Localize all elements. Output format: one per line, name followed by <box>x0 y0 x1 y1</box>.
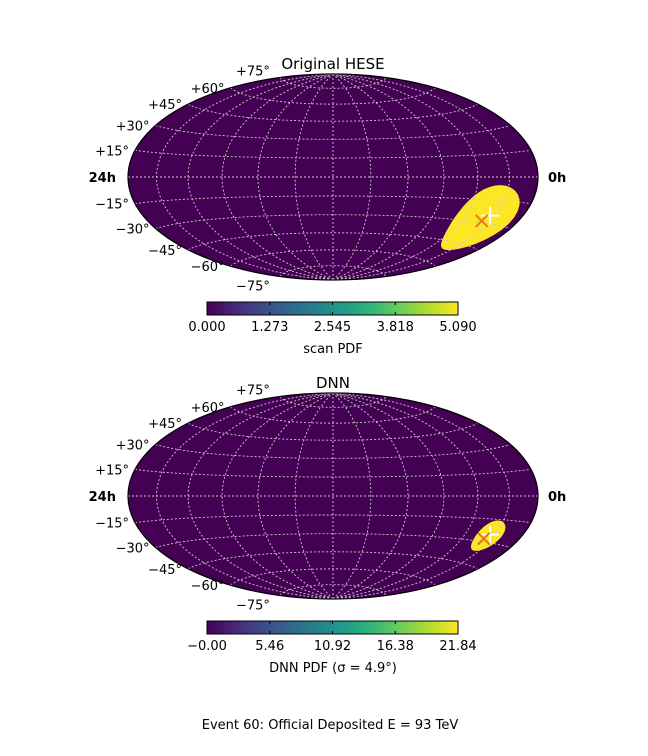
lat-tick-label: +75° <box>236 65 270 80</box>
colorbar-tick-label: −0.00 <box>187 639 227 654</box>
lat-tick-label: +15° <box>95 144 129 159</box>
colorbar-label-top: scan PDF <box>303 342 363 357</box>
lat-tick-label: +15° <box>95 463 129 478</box>
heat-contour <box>441 185 520 251</box>
parallel-line <box>155 444 511 459</box>
lat-tick-label: −15° <box>95 198 129 213</box>
colorbar-tick-label: 16.38 <box>377 639 414 654</box>
map-outline-bottom <box>127 392 539 600</box>
colorbar-tick-label: 5.090 <box>439 320 476 335</box>
lat-labels-bottom: +75° +60° +45° +30° +15° −15° −30° −45° −60° −75° <box>95 384 270 614</box>
meridian-line <box>332 393 372 599</box>
skymap-panel-top: Original HESE +75° +60° +45° +30° +15° −15° −3… <box>89 55 567 357</box>
ra-label-right-bottom: 0h <box>548 490 566 505</box>
true-direction-x-marker <box>477 531 491 546</box>
meridian-line <box>332 393 445 599</box>
colorbar-ticks-top: 0.000 1.273 2.545 3.818 5.090 <box>188 302 477 335</box>
colorbar-tick-label: 10.92 <box>314 639 351 654</box>
skymap-panel-bottom: DNN +75° +60° +45° +30° +15° −15° −30° −45° −60°… <box>89 374 567 676</box>
markers-bottom <box>477 525 500 546</box>
map-outline-top <box>127 73 539 281</box>
best-fit-plus-marker <box>481 525 500 544</box>
lat-tick-label: −45° <box>148 244 182 259</box>
best-fit-plus-marker <box>481 206 500 225</box>
parallel-line <box>230 87 436 105</box>
colorbar-tick-label: 1.273 <box>251 320 288 335</box>
parallel-line <box>134 195 532 205</box>
parallel-line <box>230 568 436 586</box>
colorbar-tick-label: 0.000 <box>188 320 225 335</box>
meridian-line <box>294 393 334 599</box>
colorbar-tick-label: 3.818 <box>377 320 414 335</box>
lat-labels-top: +75° +60° +45° +30° +15° −15° −30° −45° −60° −75° <box>95 65 270 295</box>
colorbar-tick-label: 5.46 <box>255 639 284 654</box>
panel-title-bottom: DNN <box>316 374 350 392</box>
lat-tick-label: −60° <box>191 579 225 594</box>
colorbar-ticks-bottom: −0.00 5.46 10.92 16.38 21.84 <box>187 621 477 654</box>
colorbar-bottom: −0.00 5.46 10.92 16.38 21.84 DNN PDF (σ = 4.… <box>187 620 477 676</box>
parallel-line <box>134 514 532 524</box>
meridian-line <box>332 74 372 280</box>
parallel-line <box>134 468 532 478</box>
lat-tick-label: +60° <box>191 401 225 416</box>
parallel-line <box>230 249 436 267</box>
parallel-line <box>155 125 511 140</box>
lat-tick-label: −45° <box>148 563 182 578</box>
panel-title-top: Original HESE <box>281 55 384 73</box>
lat-tick-label: +75° <box>236 384 270 399</box>
colorbar-label-bottom: DNN PDF (σ = 4.9°) <box>269 661 397 676</box>
true-direction-x-marker <box>474 214 489 228</box>
lat-tick-label: +45° <box>148 98 182 113</box>
parallel-line <box>155 214 511 229</box>
figure-caption: Event 60: Official Deposited E = 93 TeV <box>202 718 459 733</box>
lat-tick-label: −15° <box>95 517 129 532</box>
colorbar-top: 0.000 1.273 2.545 3.818 5.090 scan PDF <box>188 301 477 357</box>
parallel-line <box>230 406 436 424</box>
lat-tick-label: +45° <box>148 417 182 432</box>
colorbar-tick-label: 2.545 <box>314 320 351 335</box>
meridian-line <box>332 74 445 280</box>
meridian-line <box>294 74 334 280</box>
markers-top <box>474 206 500 228</box>
meridian-line <box>221 393 334 599</box>
ra-label-right-top: 0h <box>548 171 566 186</box>
ra-label-left-top: 24h <box>89 171 116 186</box>
lat-tick-label: −30° <box>116 542 150 557</box>
graticule-top <box>128 74 538 280</box>
lat-tick-label: +60° <box>191 82 225 97</box>
graticule-bottom <box>128 393 538 599</box>
lat-tick-label: −75° <box>236 599 270 614</box>
colorbar-tick-label: 21.84 <box>439 639 476 654</box>
lat-tick-label: −75° <box>236 280 270 295</box>
parallel-line <box>134 149 532 159</box>
lat-tick-label: −60° <box>191 260 225 275</box>
lat-tick-label: +30° <box>116 439 150 454</box>
meridian-line <box>221 74 334 280</box>
lat-tick-label: +30° <box>116 120 150 135</box>
ra-label-left-bottom: 24h <box>89 490 116 505</box>
lat-tick-label: −30° <box>116 223 150 238</box>
parallel-line <box>155 533 511 548</box>
